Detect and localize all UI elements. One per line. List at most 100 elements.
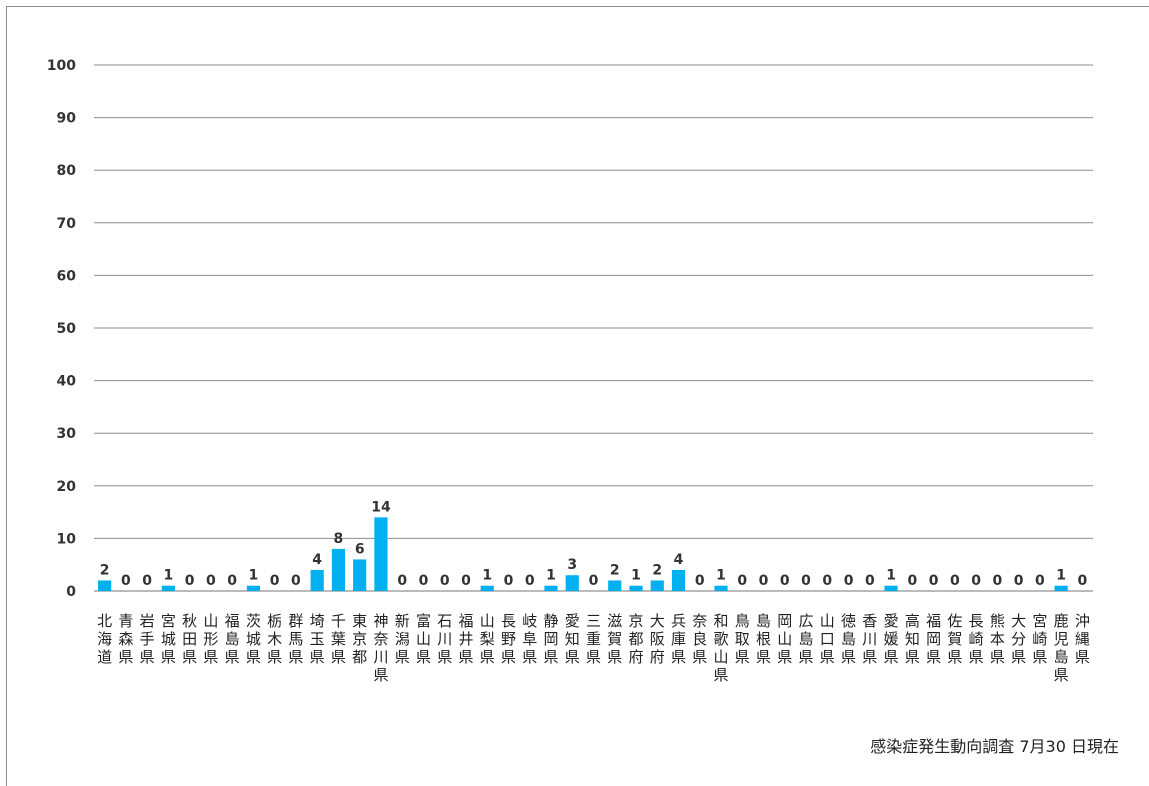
data-label: 1: [249, 568, 259, 584]
x-tick-label: 和歌山県: [714, 612, 729, 684]
data-label: 0: [525, 573, 535, 589]
x-tick-label: 青森県: [118, 612, 133, 666]
x-tick-label: 鳥取県: [735, 612, 750, 666]
y-tick-label: 40: [57, 374, 77, 390]
data-label: 0: [737, 573, 747, 589]
x-tick-label: 広島県: [799, 612, 814, 666]
data-label: 1: [1056, 568, 1066, 584]
data-label: 1: [631, 568, 641, 584]
x-tick-label: 兵庫県: [671, 612, 686, 666]
data-label: 0: [822, 573, 832, 589]
bar: [1054, 585, 1068, 591]
data-label: 0: [695, 573, 705, 589]
x-tick-label: 長崎県: [969, 612, 984, 666]
data-label: 0: [865, 573, 875, 589]
data-label: 0: [185, 573, 195, 589]
x-tick-label: 新潟県: [395, 612, 410, 666]
x-tick-label: 群馬県: [288, 612, 303, 666]
x-tick-label: 島根県: [756, 612, 771, 666]
bar: [884, 585, 898, 591]
data-label: 0: [504, 573, 514, 589]
y-tick-label: 70: [57, 216, 77, 232]
x-tick-label: 岡山県: [777, 612, 792, 666]
bar: [629, 585, 643, 591]
data-label: 0: [929, 573, 939, 589]
data-label: 1: [164, 568, 174, 584]
chart-frame: [6, 6, 1149, 786]
x-tick-label: 山梨県: [480, 612, 495, 666]
x-tick-label: 岩手県: [140, 612, 155, 666]
bar: [480, 585, 494, 591]
bar: [714, 585, 728, 591]
x-tick-label: 富山県: [416, 612, 431, 666]
y-tick-label: 50: [57, 321, 77, 337]
x-tick-label: 長野県: [501, 612, 516, 666]
bar: [246, 585, 261, 591]
data-label: 2: [652, 562, 662, 578]
bar: [161, 585, 175, 591]
x-tick-label: 神奈川県: [373, 612, 388, 684]
x-tick-label: 静岡県: [543, 612, 558, 666]
survey-name: 感染症発生動向調査: [870, 737, 1015, 756]
x-tick-label: 愛知県: [565, 612, 580, 666]
x-tick-label: 愛媛県: [884, 612, 899, 666]
x-tick-label: 佐賀県: [947, 612, 962, 666]
data-label: 0: [1077, 573, 1087, 589]
data-label: 0: [419, 573, 429, 589]
data-label: 0: [121, 573, 131, 589]
x-tick-label: 茨城県: [246, 612, 261, 666]
data-label: 4: [674, 552, 684, 568]
data-label: 6: [355, 541, 365, 557]
x-tick-label: 宮崎県: [1032, 612, 1047, 666]
x-tick-label: 三重県: [586, 612, 601, 666]
y-tick-label: 90: [57, 111, 77, 127]
data-label: 0: [270, 573, 280, 589]
y-tick-label: 20: [57, 479, 77, 495]
y-tick-label: 0: [66, 584, 76, 600]
bar: [331, 548, 346, 591]
x-tick-label: 石川県: [437, 612, 452, 666]
data-label: 1: [482, 568, 492, 584]
y-tick-label: 80: [57, 163, 77, 179]
y-tick-label: 100: [47, 58, 76, 74]
data-label: 0: [461, 573, 471, 589]
x-tick-label: 高知県: [905, 612, 920, 666]
data-label: 0: [440, 573, 450, 589]
x-tick-label: 沖縄県: [1075, 612, 1090, 666]
y-tick-label: 60: [57, 268, 77, 284]
data-label: 0: [1014, 573, 1024, 589]
x-tick-label: 鹿児島県: [1054, 612, 1069, 684]
bar: [544, 585, 558, 591]
data-label: 2: [610, 562, 620, 578]
data-label: 0: [142, 573, 152, 589]
x-tick-label: 埼玉県: [310, 612, 325, 666]
data-label: 4: [312, 552, 322, 568]
data-label: 0: [589, 573, 599, 589]
x-tick-label: 岐阜県: [522, 612, 537, 666]
x-tick-label: 奈良県: [692, 612, 707, 666]
bar: [374, 517, 388, 591]
x-tick-label: 福井県: [458, 612, 473, 666]
data-label: 3: [567, 557, 577, 573]
x-tick-label: 福島県: [225, 612, 240, 666]
data-label: 0: [206, 573, 216, 589]
data-label: 1: [886, 568, 896, 584]
x-tick-label: 東京都: [352, 612, 367, 666]
bar: [650, 580, 664, 591]
data-label: 1: [716, 568, 726, 584]
data-label: 0: [992, 573, 1002, 589]
y-tick-label: 30: [57, 426, 77, 442]
x-tick-label: 京都府: [629, 612, 644, 666]
bar: [565, 575, 579, 591]
data-label: 0: [227, 573, 237, 589]
bar: [353, 559, 367, 591]
x-tick-label: 栃木県: [267, 612, 282, 666]
bar: [671, 569, 686, 591]
data-label: 0: [1035, 573, 1045, 589]
x-tick-label: 千葉県: [331, 612, 346, 666]
y-tick-label: 10: [57, 531, 77, 547]
data-label: 0: [397, 573, 407, 589]
data-label: 0: [780, 573, 790, 589]
data-label: 0: [759, 573, 769, 589]
